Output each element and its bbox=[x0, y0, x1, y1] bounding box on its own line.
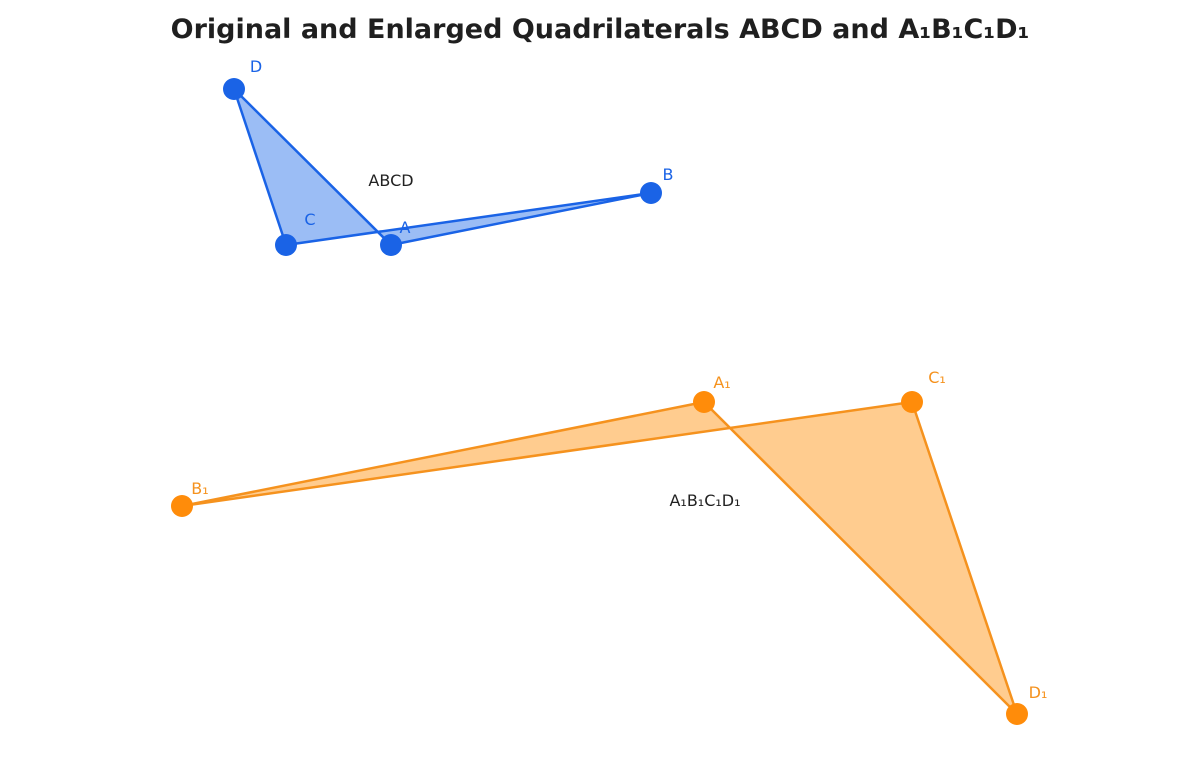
enlarged-shape-label: A₁B₁C₁D₁ bbox=[669, 491, 740, 510]
vertex-label: B₁ bbox=[191, 479, 208, 498]
vertex-point[interactable] bbox=[380, 234, 402, 256]
vertex-D: D bbox=[223, 57, 262, 100]
vertex-label: B bbox=[663, 165, 674, 184]
vertex-A1: A₁ bbox=[693, 373, 731, 413]
vertex-point[interactable] bbox=[223, 78, 245, 100]
enlarged-polygon bbox=[180, 400, 1019, 716]
vertex-C: C bbox=[275, 210, 316, 256]
vertex-C1: C₁ bbox=[901, 368, 946, 413]
vertex-point[interactable] bbox=[171, 495, 193, 517]
vertex-label: D bbox=[250, 57, 262, 76]
vertex-label: C₁ bbox=[928, 368, 946, 387]
vertex-point[interactable] bbox=[640, 182, 662, 204]
vertex-label: A₁ bbox=[713, 373, 730, 392]
enlarged-quadrilateral: A₁B₁C₁D₁ A₁ B₁ C₁ D₁ bbox=[171, 368, 1047, 725]
vertex-label: A bbox=[400, 218, 411, 237]
vertex-label: C bbox=[304, 210, 315, 229]
vertex-A: A bbox=[380, 218, 411, 256]
vertex-point[interactable] bbox=[901, 391, 923, 413]
original-shape-label: ABCD bbox=[368, 171, 413, 190]
vertex-B: B bbox=[640, 165, 673, 204]
vertex-D1: D₁ bbox=[1006, 683, 1047, 725]
vertex-B1: B₁ bbox=[171, 479, 209, 517]
vertex-label: D₁ bbox=[1029, 683, 1048, 702]
vertex-point[interactable] bbox=[275, 234, 297, 256]
original-polygon bbox=[232, 87, 653, 247]
diagram-title: Original and Enlarged Quadrilaterals ABC… bbox=[171, 14, 1030, 45]
vertex-point[interactable] bbox=[1006, 703, 1028, 725]
vertex-point[interactable] bbox=[693, 391, 715, 413]
original-quadrilateral: ABCD A B C D bbox=[223, 57, 673, 256]
